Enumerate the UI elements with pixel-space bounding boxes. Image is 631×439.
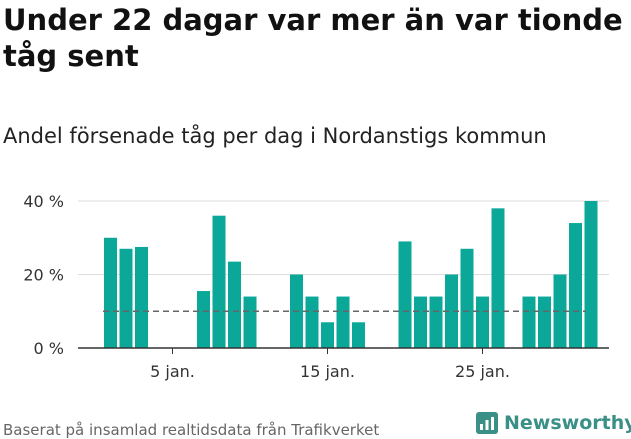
bar — [104, 237, 117, 348]
bar — [414, 296, 427, 348]
bar — [538, 296, 551, 348]
bar — [476, 296, 489, 348]
axes: 0 % 20 % 40 % 5 jan. 15 jan. 25 jan. — [23, 192, 609, 381]
source-note: Baserat på insamlad realtidsdata från Tr… — [3, 421, 380, 439]
brand-name: Newsworthy — [504, 412, 631, 434]
bar — [398, 241, 412, 348]
bar — [491, 208, 505, 348]
bar — [553, 274, 567, 348]
bar — [243, 296, 257, 348]
newsworthy-logo-icon — [476, 412, 498, 434]
y-tick-label: 20 % — [23, 266, 64, 285]
bar — [569, 223, 582, 348]
bar — [429, 296, 443, 348]
bar — [228, 261, 241, 348]
bar — [197, 291, 210, 348]
bar — [321, 322, 334, 348]
x-tick-label: 15 jan. — [300, 362, 355, 381]
bar — [305, 296, 319, 348]
y-tick-label: 0 % — [34, 339, 64, 358]
bar — [336, 296, 350, 348]
x-tick-label: 25 jan. — [455, 362, 510, 381]
chart-subtitle: Andel försenade tåg per dag i Nordanstig… — [3, 124, 547, 148]
bar — [584, 201, 598, 348]
bar-chart: 0 % 20 % 40 % 5 jan. 15 jan. 25 jan. — [23, 192, 609, 381]
bar — [522, 296, 536, 348]
x-tick-label: 5 jan. — [150, 362, 195, 381]
bar — [212, 215, 226, 348]
bar — [460, 248, 474, 348]
chart-title: Under 22 dagar var mer än var tionde tåg… — [3, 3, 623, 73]
grid-lines — [78, 200, 609, 275]
bar — [135, 246, 148, 348]
bar — [352, 322, 365, 348]
bar — [119, 248, 133, 348]
bar — [445, 274, 458, 348]
newsworthy-logo[interactable]: Newsworthy — [476, 409, 631, 437]
y-tick-label: 40 % — [23, 192, 64, 211]
